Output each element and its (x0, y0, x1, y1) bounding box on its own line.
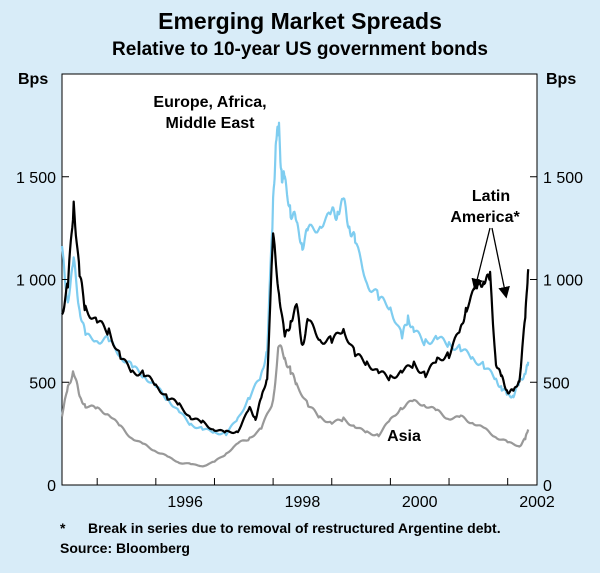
y-tick-label-left: 0 (47, 478, 56, 495)
chart-subtitle: Relative to 10-year US government bonds (112, 39, 488, 60)
chart-title: Emerging Market Spreads (158, 8, 442, 34)
y-tick-label-left: 500 (29, 375, 56, 392)
label-europe-line1: Europe, Africa, (153, 94, 266, 111)
latin-arrow-right (491, 227, 510, 299)
y-axis-label-right: Bps (546, 71, 576, 88)
y-axis-label-left: Bps (18, 71, 48, 88)
y-tick-label-right: 1 000 (543, 273, 583, 290)
footnote-text: Break in series due to removal of restru… (88, 520, 501, 536)
series-asia (60, 344, 530, 468)
label-layer: Europe, Africa, Middle East Latin America* A… (153, 94, 520, 445)
x-tick-label: 2002 (519, 494, 555, 511)
footnote-marker: * (60, 520, 66, 536)
plot-area (61, 73, 538, 486)
x-tick-label: 1998 (285, 494, 321, 511)
y-tick-label-left: 1 000 (16, 273, 56, 290)
label-asia: Asia (387, 428, 421, 445)
y-tick-label-right: 500 (543, 375, 570, 392)
axis-layer: 0 0 500 500 1 000 1 000 1 500 1 500 1996 1998 2000… (16, 71, 583, 511)
y-tick-label-right: 0 (543, 478, 552, 495)
label-latin-line1: Latin (472, 188, 510, 205)
y-tick-label-left: 1 500 (16, 170, 56, 187)
x-tick-label: 2000 (402, 494, 438, 511)
y-tick-label-right: 1 500 (543, 170, 583, 187)
x-tick-label: 1996 (167, 494, 203, 511)
footnote: * Break in series due to removal of restr… (60, 520, 501, 536)
latin-arrow-left (471, 227, 491, 291)
label-europe-line2: Middle East (166, 115, 256, 132)
label-latin-line2: America* (450, 209, 520, 226)
source-note: Source: Bloomberg (60, 540, 190, 556)
